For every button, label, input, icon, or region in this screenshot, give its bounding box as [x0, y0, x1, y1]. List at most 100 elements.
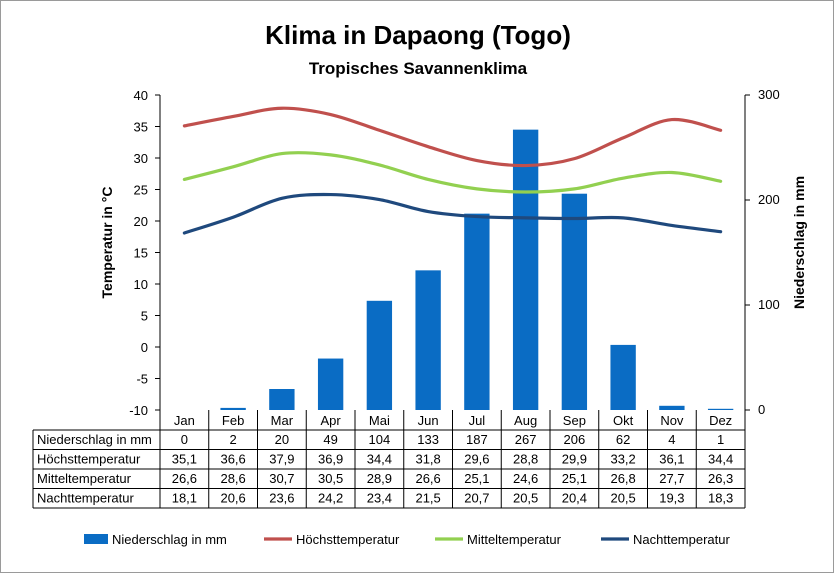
left-tick-label: -5 — [136, 372, 148, 387]
table-cell: 187 — [466, 432, 488, 447]
table-cell: 36,9 — [318, 452, 343, 467]
precip-bar — [561, 193, 588, 410]
month-label: Aug — [514, 413, 537, 428]
table-cell: 104 — [369, 432, 391, 447]
month-label: Mar — [271, 413, 294, 428]
table-cell: 0 — [181, 432, 188, 447]
table-cell: 29,6 — [464, 452, 489, 467]
table-cell: 19,3 — [659, 491, 684, 506]
table-cell: 36,1 — [659, 452, 684, 467]
left-tick-label: 40 — [134, 88, 148, 103]
table-cell: 26,6 — [172, 471, 197, 486]
table-row-label: Nachttemperatur — [37, 491, 134, 506]
table-cell: 23,6 — [269, 491, 294, 506]
table-cell: 29,9 — [562, 452, 587, 467]
left-tick-label: 30 — [134, 151, 148, 166]
left-tick-label: -10 — [129, 403, 148, 418]
legend-label: Höchsttemperatur — [296, 532, 400, 547]
table-cell: 18,1 — [172, 491, 197, 506]
table-cell: 25,1 — [562, 471, 587, 486]
table-cell: 24,2 — [318, 491, 343, 506]
table-cell: 26,8 — [610, 471, 635, 486]
table-cell: 25,1 — [464, 471, 489, 486]
precip-bar — [512, 129, 539, 410]
table-cell: 49 — [323, 432, 337, 447]
table-cell: 21,5 — [415, 491, 440, 506]
max-temp-line — [182, 106, 723, 168]
table-cell: 20,4 — [562, 491, 587, 506]
precip-bar — [366, 300, 393, 410]
left-tick-label: 35 — [134, 120, 148, 135]
left-tick-label: 15 — [134, 246, 148, 261]
left-tick-label: 25 — [134, 183, 148, 198]
precip-bar — [317, 358, 344, 410]
table-cell: 20 — [275, 432, 289, 447]
chart-subtitle: Tropisches Savannenklima — [308, 59, 528, 78]
table-cell: 31,8 — [415, 452, 440, 467]
table-row-label: Niederschlag in mm — [37, 432, 152, 447]
table-cell: 28,8 — [513, 452, 538, 467]
table-row-label: Mitteltemperatur — [37, 471, 132, 486]
table-cell: 30,5 — [318, 471, 343, 486]
table-cell: 20,6 — [220, 491, 245, 506]
left-tick-label: 5 — [141, 309, 148, 324]
right-tick-label: 300 — [758, 87, 780, 102]
table-cell: 36,6 — [220, 452, 245, 467]
table-cell: 26,3 — [708, 471, 733, 486]
table-cell: 267 — [515, 432, 537, 447]
month-label: Nov — [660, 413, 684, 428]
table-cell: 206 — [564, 432, 586, 447]
legend-swatch-bar — [84, 534, 108, 544]
month-label: Dez — [709, 413, 732, 428]
precip-bar — [659, 405, 685, 410]
month-label: Apr — [321, 413, 342, 428]
left-tick-label: 0 — [141, 340, 148, 355]
table-cell: 18,3 — [708, 491, 733, 506]
table-cell: 20,5 — [610, 491, 635, 506]
night-temp-line — [182, 192, 723, 235]
precip-bar — [220, 407, 246, 410]
table-cell: 23,4 — [367, 491, 392, 506]
month-label: Okt — [613, 413, 634, 428]
table-cell: 33,2 — [610, 452, 635, 467]
left-tick-label: 20 — [134, 214, 148, 229]
month-label: Jun — [418, 413, 439, 428]
legend-label: Mitteltemperatur — [467, 532, 562, 547]
month-label: Jul — [469, 413, 486, 428]
left-tick-label: 10 — [134, 277, 148, 292]
table-cell: 2 — [230, 432, 237, 447]
table-cell: 24,6 — [513, 471, 538, 486]
table-cell: 4 — [668, 432, 675, 447]
precip-bar — [415, 270, 441, 410]
table-cell: 20,7 — [464, 491, 489, 506]
month-label: Mai — [369, 413, 390, 428]
chart-title: Klima in Dapaong (Togo) — [265, 20, 571, 50]
table-cell: 20,5 — [513, 491, 538, 506]
mean-temp-line — [182, 151, 723, 194]
table-row-label: Höchsttemperatur — [37, 452, 141, 467]
table-cell: 34,4 — [367, 452, 392, 467]
table-cell: 27,7 — [659, 471, 684, 486]
precip-bar — [269, 389, 295, 410]
table-cell: 34,4 — [708, 452, 733, 467]
month-label: Jan — [174, 413, 195, 428]
table-cell: 35,1 — [172, 452, 197, 467]
right-tick-label: 200 — [758, 192, 780, 207]
y-axis-title-left: Temperatur in °C — [99, 187, 115, 299]
table-cell: 37,9 — [269, 452, 294, 467]
month-label: Feb — [222, 413, 244, 428]
table-cell: 1 — [717, 432, 724, 447]
legend-label: Nachttemperatur — [633, 532, 730, 547]
right-tick-label: 100 — [758, 297, 780, 312]
table-cell: 30,7 — [269, 471, 294, 486]
month-label: Sep — [563, 413, 586, 428]
table-cell: 28,9 — [367, 471, 392, 486]
precip-bar — [707, 408, 734, 410]
table-cell: 133 — [417, 432, 439, 447]
legend-label: Niederschlag in mm — [112, 532, 227, 547]
right-tick-label: 0 — [758, 402, 765, 417]
table-cell: 62 — [616, 432, 630, 447]
precip-bar — [610, 344, 636, 410]
